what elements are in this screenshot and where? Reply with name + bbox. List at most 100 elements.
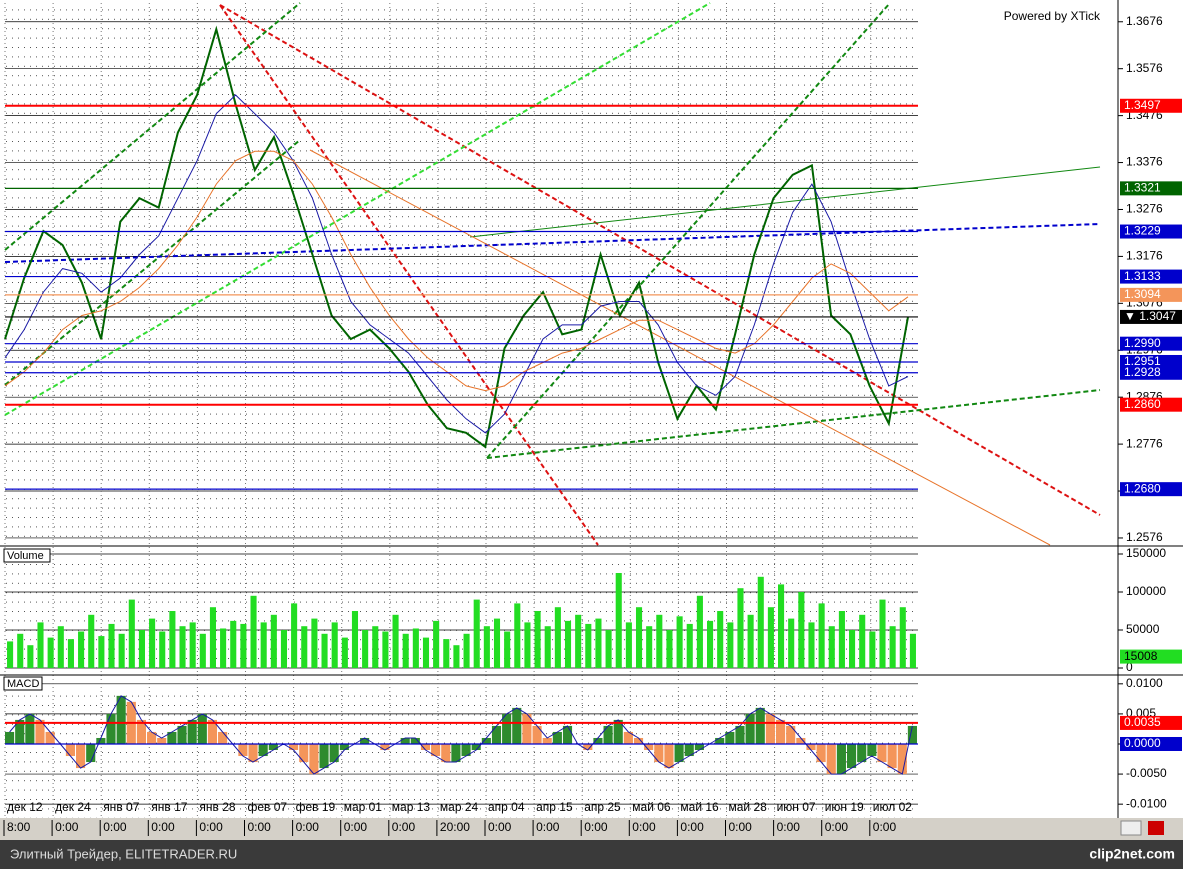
macd-bar — [502, 713, 512, 744]
macd-bar — [532, 725, 542, 744]
panel-title-box — [3, 676, 43, 691]
level-box — [1120, 181, 1182, 196]
volume-bar — [544, 626, 551, 668]
macd-bar — [76, 743, 86, 769]
current-label: 15008 — [1124, 649, 1158, 663]
x-time-label: 0:00 — [55, 820, 79, 834]
x-time-label: 0:00 — [199, 820, 223, 834]
level-label: 1.2951 — [1124, 354, 1161, 368]
volume-bar — [118, 633, 125, 668]
trend-line — [219, 4, 599, 546]
x-time-label: 0:00 — [825, 820, 849, 834]
volume-bar — [220, 628, 227, 668]
macd-bar — [289, 743, 299, 751]
volume-bar — [849, 630, 856, 668]
macd-bar — [745, 713, 755, 744]
level-box — [1120, 287, 1182, 302]
macd-bar — [410, 737, 420, 744]
x-time-label: 0:00 — [584, 820, 608, 834]
volume-bar — [382, 631, 389, 668]
x-date-label: дек 24 — [55, 800, 91, 814]
volume-bar — [189, 622, 196, 668]
volume-bar — [17, 633, 24, 668]
volume-bar — [899, 607, 906, 668]
volume-bar — [412, 628, 419, 668]
macd-bar — [339, 743, 349, 751]
volume-grid — [5, 560, 918, 668]
macd-bar — [542, 737, 552, 744]
macd-bar — [451, 743, 461, 763]
macd-bar — [471, 743, 481, 751]
price-line — [4, 94, 909, 434]
y-tick-label: 0 — [1126, 660, 1133, 674]
macd-bar — [35, 719, 45, 744]
x-date-label: фев 19 — [296, 800, 336, 814]
x-date-label: июл 02 — [873, 800, 912, 814]
x-time-label: 0:00 — [729, 820, 753, 834]
volume-bar — [280, 630, 288, 668]
volume-bar — [909, 633, 916, 668]
macd-bar — [319, 743, 329, 769]
macd-bar — [65, 743, 75, 757]
level-label: 0.0000 — [1124, 736, 1161, 750]
close-button[interactable] — [1148, 821, 1164, 835]
y-tick-label: 100000 — [1126, 584, 1166, 598]
powered-by: Powered by XTick — [1004, 9, 1101, 23]
volume-bar — [37, 622, 44, 668]
x-date-label: фев 07 — [248, 800, 288, 814]
x-time-label: 8:00 — [7, 820, 31, 834]
volume-bar — [422, 637, 430, 668]
x-date-label: май 16 — [680, 800, 719, 814]
level-label: 1.2860 — [1124, 397, 1161, 411]
macd-bar — [562, 725, 573, 744]
volume-bar — [270, 614, 277, 668]
trend-line — [309, 149, 1051, 546]
x-time-label: 20:00 — [440, 820, 470, 834]
macd-bar — [694, 743, 704, 751]
volume-bar — [473, 599, 480, 668]
y-tick-label: 1.3376 — [1126, 155, 1163, 169]
macd-bar — [380, 743, 390, 751]
volume-bar — [534, 611, 541, 668]
y-tick-label: 0.0100 — [1126, 676, 1163, 690]
level-box — [1120, 336, 1182, 351]
volume-bar — [57, 626, 64, 668]
volume-bar — [676, 616, 683, 668]
trend-line — [4, 223, 1101, 263]
scrollbar[interactable] — [0, 818, 1183, 840]
x-time-label: 0:00 — [248, 820, 272, 834]
level-box — [1120, 98, 1182, 113]
panel-title: MACD — [7, 678, 39, 690]
volume-bar — [331, 622, 338, 668]
volume-bar — [706, 620, 714, 668]
footer-text: Элитный Трейдер, ELITETRADER.RU — [10, 846, 237, 861]
macd-bar — [836, 743, 846, 775]
volume-bar — [767, 607, 774, 668]
price-line — [4, 25, 909, 449]
volume-bar — [493, 618, 501, 668]
y-tick-label: 1.2776 — [1126, 436, 1163, 450]
scroll-button[interactable] — [1120, 820, 1142, 836]
macd-bar — [147, 731, 157, 744]
volume-bar — [625, 622, 632, 668]
volume-bar — [747, 614, 754, 668]
volume-bar — [605, 630, 612, 668]
macd-bar — [522, 713, 532, 744]
trend-line — [469, 166, 1101, 238]
level-box — [1120, 397, 1182, 412]
y-tick-label: 1.3576 — [1126, 61, 1163, 75]
macd-bar — [846, 743, 857, 769]
level-label: 1.2928 — [1124, 365, 1161, 379]
level-label: 1.3133 — [1124, 269, 1161, 283]
volume-bar — [351, 611, 359, 668]
x-date-label: май 28 — [729, 800, 768, 814]
level-label: 1.2680 — [1124, 481, 1161, 495]
macd-bar — [512, 707, 522, 744]
volume-bar — [595, 618, 602, 668]
volume-bar — [179, 626, 186, 668]
macd-bar — [15, 719, 25, 744]
panel-title-box — [3, 548, 51, 563]
level-label: 0.0035 — [1124, 715, 1161, 729]
macd-bar — [197, 713, 207, 744]
level-box — [1120, 736, 1182, 751]
